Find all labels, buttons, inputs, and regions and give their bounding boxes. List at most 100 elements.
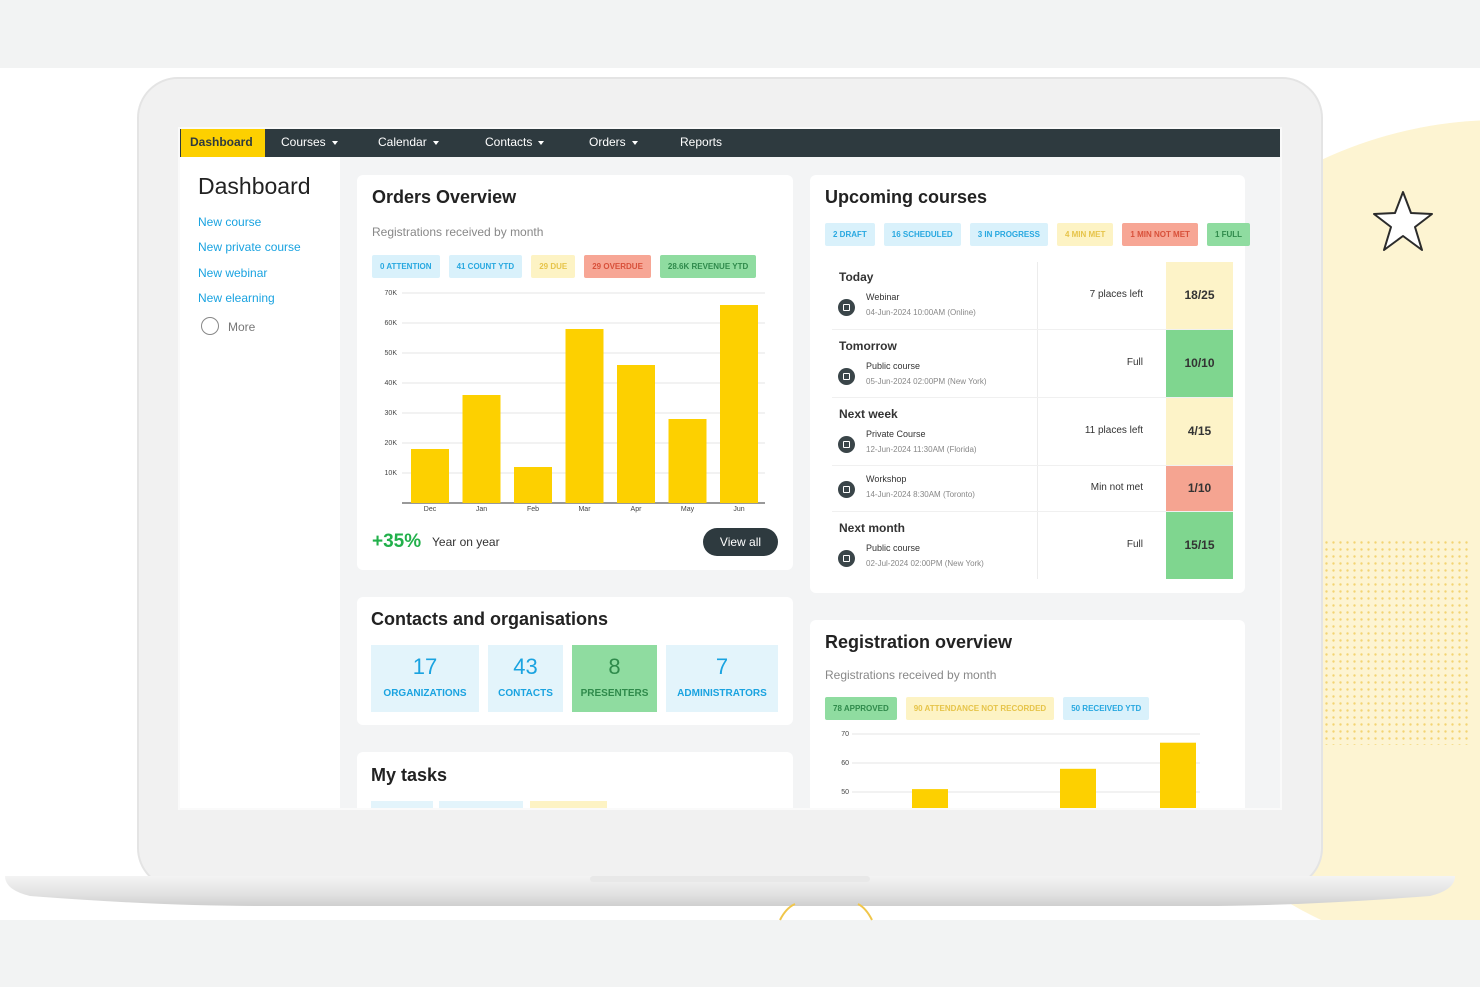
tasks-card bbox=[357, 752, 793, 808]
tile-label: ORGANIZATIONS bbox=[383, 688, 467, 699]
card-title: Upcoming courses bbox=[825, 187, 988, 207]
sidebar-link[interactable]: New webinar bbox=[198, 266, 268, 280]
card-title: Contacts and organisations bbox=[371, 609, 609, 629]
group-label: Next week bbox=[839, 407, 898, 421]
course-icon bbox=[838, 436, 855, 453]
course-date: 05-Jun-2024 02:00PM (New York) bbox=[866, 377, 987, 386]
course-icon bbox=[838, 368, 855, 385]
x-tick-label: Jun bbox=[733, 506, 744, 513]
course-status: Full bbox=[1126, 538, 1143, 550]
course-date: 14-Jun-2024 8:30AM (Toronto) bbox=[866, 490, 975, 499]
course-date: 04-Jun-2024 10:00AM (Online) bbox=[866, 308, 976, 317]
sidebar-title: Dashboard bbox=[198, 173, 311, 199]
column-divider bbox=[1037, 262, 1038, 579]
change-label: Year on year bbox=[432, 535, 500, 549]
contact-tile[interactable] bbox=[666, 645, 778, 712]
laptop-notch bbox=[590, 876, 870, 882]
bar bbox=[912, 789, 948, 808]
x-tick-label: Apr bbox=[631, 506, 643, 513]
task-chip bbox=[530, 801, 607, 808]
badge: 4 MIN MET bbox=[1056, 223, 1114, 246]
contact-tile[interactable] bbox=[488, 645, 563, 712]
badge: 29 OVERDUE bbox=[584, 255, 651, 278]
nav-item[interactable]: Courses bbox=[281, 134, 338, 150]
y-tick-label: 50 bbox=[841, 789, 849, 796]
nav-item[interactable]: Calendar bbox=[378, 134, 439, 150]
contact-tile[interactable] bbox=[572, 645, 657, 712]
course-icon-inner bbox=[843, 555, 850, 562]
nav-item[interactable]: Dashboard bbox=[190, 135, 253, 149]
course-icon bbox=[838, 299, 855, 316]
nav-item[interactable]: Contacts bbox=[485, 134, 544, 150]
course-type[interactable]: Workshop bbox=[866, 474, 907, 484]
sidebar-link[interactable]: New private course bbox=[198, 240, 301, 254]
group-label: Today bbox=[839, 270, 874, 284]
capacity-cell: 15/15 bbox=[1166, 512, 1233, 579]
tile-label: CONTACTS bbox=[498, 688, 553, 699]
sidebar bbox=[180, 157, 340, 808]
row-divider bbox=[832, 511, 1233, 512]
group-label: Tomorrow bbox=[839, 339, 897, 353]
badge: 41 COUNT YTD bbox=[448, 255, 523, 278]
course-type[interactable]: Public course bbox=[866, 361, 921, 371]
sidebar-link[interactable]: New course bbox=[198, 215, 262, 229]
badge: 3 IN PROGRESS bbox=[969, 223, 1048, 246]
tile-value: 7 bbox=[715, 654, 729, 679]
change: +35% bbox=[372, 531, 422, 552]
badge: 16 SCHEDULED bbox=[883, 223, 961, 246]
contact-tile[interactable] bbox=[371, 645, 479, 712]
y-tick-label: 60 bbox=[841, 760, 849, 767]
bar bbox=[411, 449, 449, 503]
task-chip bbox=[439, 801, 523, 808]
nav-item[interactable]: Reports bbox=[680, 135, 723, 149]
laptop-base bbox=[5, 876, 1455, 906]
bar bbox=[1060, 768, 1096, 808]
badge: 1 FULL bbox=[1206, 223, 1251, 246]
row-divider bbox=[832, 397, 1233, 398]
badge: 2 DRAFT bbox=[825, 223, 875, 246]
course-icon-inner bbox=[843, 304, 850, 311]
decor-arc bbox=[779, 903, 873, 921]
screen: 10K 20K 30K 40K 50K 60K 70K Dec Jan Feb Mar Apr May J… bbox=[180, 129, 1280, 808]
tile-value: 8 bbox=[608, 654, 621, 679]
bar bbox=[565, 329, 604, 503]
y-tick-label: 50K bbox=[385, 350, 398, 357]
course-status: 7 places left bbox=[1089, 288, 1143, 300]
bar bbox=[462, 395, 501, 503]
decor-dots bbox=[1325, 540, 1470, 745]
x-tick-label: Jan bbox=[476, 506, 487, 513]
x-tick-label: Mar bbox=[578, 506, 591, 513]
course-type[interactable]: Private Course bbox=[866, 429, 926, 439]
card-title: Registration overview bbox=[825, 632, 1013, 652]
course-status: Full bbox=[1126, 356, 1143, 368]
row-divider bbox=[832, 329, 1233, 330]
tile-value: 17 bbox=[412, 654, 438, 679]
course-icon-inner bbox=[843, 441, 850, 448]
x-tick-label: Feb bbox=[527, 506, 539, 513]
nav-active-bg bbox=[181, 129, 265, 157]
bar bbox=[1160, 742, 1196, 808]
bar bbox=[514, 467, 552, 503]
task-chip bbox=[371, 801, 433, 808]
course-date: 12-Jun-2024 11:30AM (Florida) bbox=[866, 445, 977, 454]
more-icon[interactable] bbox=[201, 317, 219, 335]
badge: 28.6K REVENUE YTD bbox=[659, 255, 757, 278]
badge: 50 RECEIVED YTD bbox=[1063, 697, 1150, 720]
view-all-button[interactable]: View all bbox=[703, 528, 778, 556]
sidebar-more[interactable]: More bbox=[228, 320, 256, 334]
badge: 78 APPROVED bbox=[825, 697, 897, 720]
sidebar-link[interactable]: New elearning bbox=[198, 291, 275, 305]
y-tick-label: 70K bbox=[385, 290, 398, 297]
y-tick-label: 70 bbox=[841, 731, 849, 738]
nav-item[interactable]: Orders bbox=[589, 134, 638, 150]
badge: 1 MIN NOT MET bbox=[1122, 223, 1198, 246]
course-type[interactable]: Webinar bbox=[866, 292, 900, 302]
course-type[interactable]: Public course bbox=[866, 543, 921, 553]
course-icon-inner bbox=[843, 486, 850, 493]
tile-label: ADMINISTRATORS bbox=[677, 688, 767, 699]
course-status: 11 places left bbox=[1084, 424, 1143, 436]
navbar bbox=[180, 129, 1280, 157]
course-icon bbox=[838, 481, 855, 498]
